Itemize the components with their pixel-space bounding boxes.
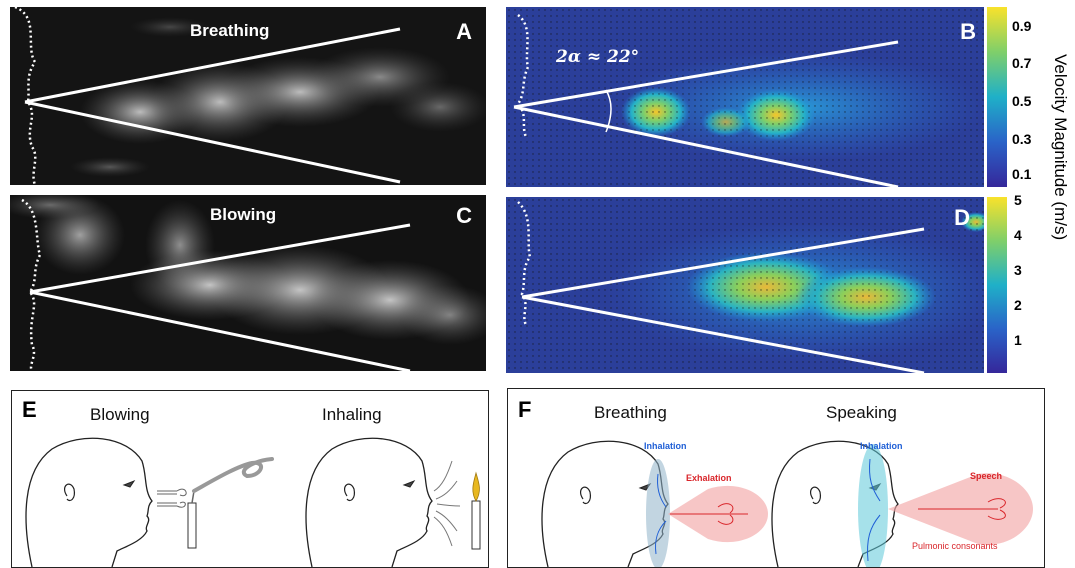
panel-e-sketch <box>25 437 481 567</box>
colorbar-b-tick: 0.3 <box>1012 131 1032 147</box>
exhalation-label: Exhalation <box>686 473 732 483</box>
panel-f-sketch <box>541 440 1033 567</box>
panel-e-left-title: Blowing <box>90 405 150 424</box>
colorbar-d-tick: 4 <box>1014 227 1022 243</box>
pulmonic-consonants-label: Pulmonic consonants <box>912 541 998 551</box>
panel-f-right-title: Speaking <box>826 403 897 422</box>
panel-a-title: Breathing <box>190 21 270 40</box>
panel-c-letter: C <box>456 203 472 228</box>
panel-d-letter: D <box>954 205 970 230</box>
colorbar-d-tick: 3 <box>1014 262 1022 278</box>
blowing-smoke-image <box>10 195 486 371</box>
velocity-field-b <box>506 7 984 187</box>
colorbar-d-tick: 1 <box>1014 332 1022 348</box>
colorbar-b-tick: 0.7 <box>1012 55 1032 71</box>
panel-f-left-title: Breathing <box>594 403 667 422</box>
panel-f-box: F Breathing Speaking Inhalation Exhalati… <box>507 388 1045 568</box>
panel-b-velocity-field: 2α ≈ 22° B <box>506 7 984 187</box>
colorbar-d-tick: 5 <box>1014 192 1022 208</box>
panel-a-photo: Breathing A <box>10 7 486 185</box>
panel-c-photo: Blowing C <box>10 195 486 371</box>
colorbar-d <box>987 197 1007 373</box>
colorbar-b-tick: 0.9 <box>1012 18 1032 34</box>
colorbar-b <box>987 7 1007 187</box>
panel-d-velocity-field: D <box>506 197 984 373</box>
speech-label: Speech <box>970 471 1003 481</box>
velocity-field-d <box>506 197 984 373</box>
velocity-magnitude-label: Velocity Magnitude (m/s) <box>1051 54 1070 241</box>
inhalation-label-right: Inhalation <box>860 441 903 451</box>
inhalation-label-left: Inhalation <box>644 441 687 451</box>
panel-a-letter: A <box>456 19 472 44</box>
colorbar-b-tick: 0.5 <box>1012 93 1032 109</box>
panel-e-right-title: Inhaling <box>322 405 382 424</box>
colorbar-b-tick: 0.1 <box>1012 166 1032 182</box>
breathing-smoke-image <box>14 7 486 185</box>
panel-b-letter: B <box>960 19 976 44</box>
panel-c-title: Blowing <box>210 205 277 224</box>
colorbar-d-tick: 2 <box>1014 297 1022 313</box>
panel-e-box: E Blowing Inhaling <box>11 390 489 568</box>
panel-e-letter: E <box>22 397 37 422</box>
panel-f-letter: F <box>518 397 532 422</box>
angle-label: 2α ≈ 22° <box>556 47 640 67</box>
